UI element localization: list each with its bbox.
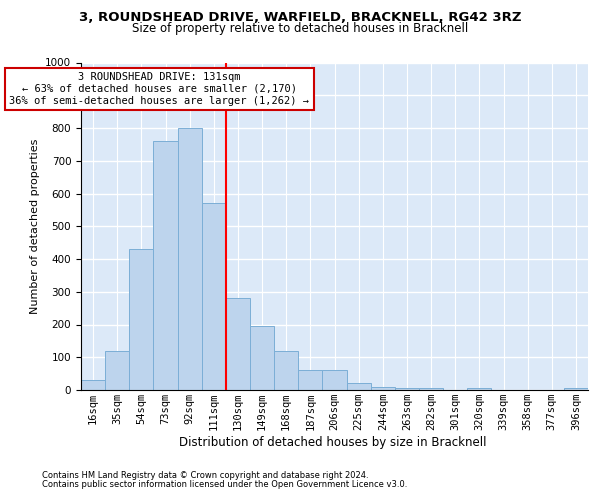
Text: 3, ROUNDSHEAD DRIVE, WARFIELD, BRACKNELL, RG42 3RZ: 3, ROUNDSHEAD DRIVE, WARFIELD, BRACKNELL… (79, 11, 521, 24)
Text: Distribution of detached houses by size in Bracknell: Distribution of detached houses by size … (179, 436, 487, 449)
Bar (105, 350, 129, 390)
Bar (371, 386, 395, 390)
Bar (298, 370, 322, 390)
Text: Contains HM Land Registry data © Crown copyright and database right 2024.: Contains HM Land Registry data © Crown c… (42, 471, 368, 480)
Bar (274, 350, 298, 390)
Bar (419, 388, 443, 390)
Text: Size of property relative to detached houses in Bracknell: Size of property relative to detached ho… (132, 22, 468, 35)
Bar (322, 370, 347, 390)
Bar (467, 388, 491, 390)
Bar (81, 380, 105, 390)
Text: Contains public sector information licensed under the Open Government Licence v3: Contains public sector information licen… (42, 480, 407, 489)
Bar (564, 388, 588, 390)
Bar (178, 128, 202, 390)
Bar (154, 141, 178, 390)
Bar (395, 388, 419, 390)
Bar (347, 384, 371, 390)
Y-axis label: Number of detached properties: Number of detached properties (29, 138, 40, 314)
Bar (129, 249, 154, 390)
Bar (226, 298, 250, 390)
Text: 3 ROUNDSHEAD DRIVE: 131sqm
← 63% of detached houses are smaller (2,170)
36% of s: 3 ROUNDSHEAD DRIVE: 131sqm ← 63% of deta… (10, 72, 310, 106)
Bar (202, 204, 226, 390)
Bar (250, 326, 274, 390)
